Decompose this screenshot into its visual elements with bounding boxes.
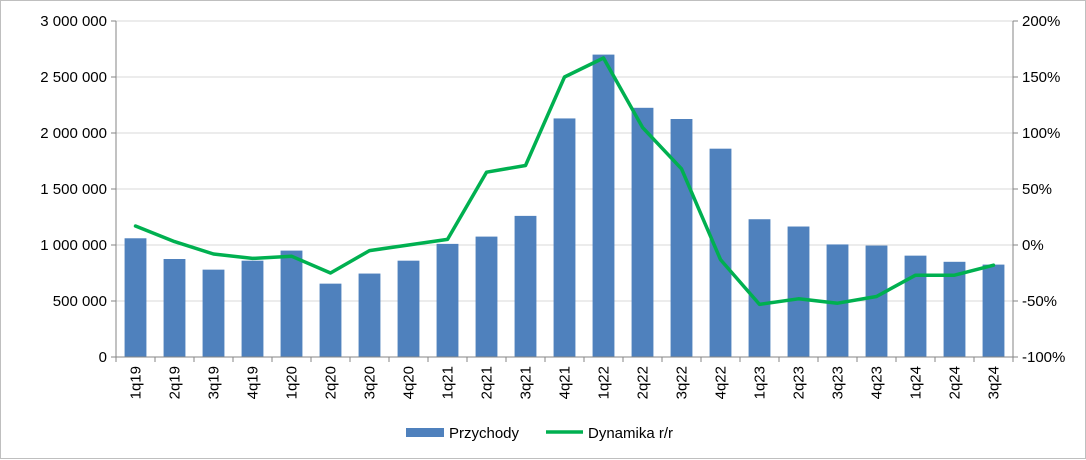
y2-tick-label: 50%: [1022, 181, 1052, 198]
x-tick-label: 1q24: [908, 366, 925, 399]
x-tick-label: 3q23: [830, 366, 847, 399]
x-tick-label: 1q19: [128, 366, 145, 399]
x-tick-label: 2q21: [479, 366, 496, 399]
bar-2q20: [320, 284, 342, 357]
bar-2q19: [164, 259, 186, 357]
bar-3q20: [359, 274, 381, 357]
x-axis: 1q19 2q19 3q19 4q19 1q20 2q20 3q20 4q20 1q21 2q21…: [128, 366, 1003, 399]
legend: Przychody Dynamika r/r: [406, 425, 673, 442]
x-tick-label: 2q22: [635, 366, 652, 399]
legend-label-dynamika: Dynamika r/r: [588, 425, 673, 442]
bar-3q24: [983, 265, 1005, 357]
y-tick-label: 3 000 000: [40, 13, 107, 30]
x-tick-label: 3q19: [206, 366, 223, 399]
bar-1q19: [125, 238, 147, 357]
x-tick-label: 3q21: [518, 366, 535, 399]
x-tick-label: 1q22: [596, 366, 613, 399]
bar-4q21: [554, 118, 576, 357]
left-axis: 0 500 000 1 000 000 1 500 000 2 000 000 2 500…: [40, 13, 116, 366]
bar-2q21: [476, 237, 498, 357]
legend-swatch-przychody: [406, 428, 444, 437]
y-tick-label: 2 500 000: [40, 69, 107, 86]
y-tick-label: 2 000 000: [40, 125, 107, 142]
x-tick-label: 2q24: [947, 366, 964, 399]
bar-4q22: [710, 149, 732, 357]
bar-4q23: [866, 246, 888, 357]
bar-1q22: [593, 55, 615, 357]
bar-2q23: [788, 227, 810, 357]
x-tick-label: 1q23: [752, 366, 769, 399]
y-tick-label: 0: [99, 349, 107, 366]
x-tick-label: 4q23: [869, 366, 886, 399]
bar-3q21: [515, 216, 537, 357]
x-tick-label: 2q20: [323, 366, 340, 399]
x-tick-label: 3q20: [362, 366, 379, 399]
bar-3q22: [671, 119, 693, 357]
bar-series: [125, 55, 1005, 357]
y2-tick-label: 200%: [1022, 13, 1060, 30]
y-tick-label: 500 000: [53, 293, 107, 310]
x-tick-label: 3q22: [674, 366, 691, 399]
y2-tick-label: 0%: [1022, 237, 1044, 254]
bar-4q20: [398, 261, 420, 357]
y-tick-label: 1 500 000: [40, 181, 107, 198]
bar-3q19: [203, 270, 225, 357]
y2-tick-label: 100%: [1022, 125, 1060, 142]
legend-label-przychody: Przychody: [449, 425, 520, 442]
x-tick-label: 4q19: [245, 366, 262, 399]
bar-1q23: [749, 219, 771, 357]
y2-tick-label: -50%: [1022, 293, 1057, 310]
x-tick-label: 4q21: [557, 366, 574, 399]
right-axis: -100% -50% 0% 50% 100% 150% 200%: [1013, 13, 1065, 366]
x-tick-label: 1q20: [284, 366, 301, 399]
bar-1q24: [905, 256, 927, 357]
x-axis-ticks: [116, 357, 1013, 362]
x-tick-label: 2q23: [791, 366, 808, 399]
x-tick-label: 3q24: [986, 366, 1003, 399]
bar-2q22: [632, 108, 654, 357]
x-tick-label: 4q20: [401, 366, 418, 399]
bar-1q20: [281, 251, 303, 357]
y2-tick-label: -100%: [1022, 349, 1065, 366]
y-tick-label: 1 000 000: [40, 237, 107, 254]
x-tick-label: 1q21: [440, 366, 457, 399]
y2-tick-label: 150%: [1022, 69, 1060, 86]
x-tick-label: 4q22: [713, 366, 730, 399]
x-tick-label: 2q19: [167, 366, 184, 399]
bar-4q19: [242, 261, 264, 357]
bar-1q21: [437, 244, 459, 357]
